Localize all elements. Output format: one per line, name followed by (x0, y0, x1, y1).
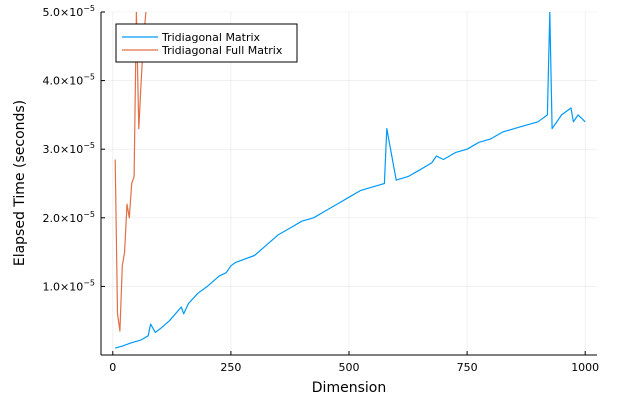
legend-label-tridiagonal-matrix: Tridiagonal Matrix (161, 31, 261, 44)
y-ticks: 1.0×10−5 2.0×10−5 3.0×10−5 4.0×10−5 5.0×10−5 (42, 4, 105, 293)
y-tick-label: 2.0×10−5 (42, 210, 95, 225)
x-ticks: 0 250 500 750 1000 (109, 351, 599, 374)
grid (101, 11, 597, 355)
x-tick-label: 1000 (571, 361, 599, 374)
legend-box (115, 23, 298, 63)
x-tick-label: 0 (109, 361, 116, 374)
y-tick-label: 4.0×10−5 (42, 73, 95, 88)
x-tick-label: 250 (220, 361, 241, 374)
legend: Tridiagonal Matrix Tridiagonal Full Matr… (115, 23, 298, 63)
y-axis-label: Elapsed Time (seconds) (12, 100, 28, 266)
x-tick-label: 500 (339, 361, 360, 374)
series-line-tridiagonal-full-matrix (114, 12, 147, 332)
y-tick-label: 5.0×10−5 (42, 4, 95, 19)
series-layer (114, 12, 586, 349)
y-tick-label: 1.0×10−5 (42, 278, 95, 293)
y-tick-label: 3.0×10−5 (42, 141, 95, 156)
series-line-tridiagonal-matrix (115, 12, 586, 349)
x-tick-label: 750 (457, 361, 478, 374)
legend-label-tridiagonal-full-matrix: Tridiagonal Full Matrix (161, 44, 283, 57)
x-axis-label: Dimension (312, 380, 386, 396)
